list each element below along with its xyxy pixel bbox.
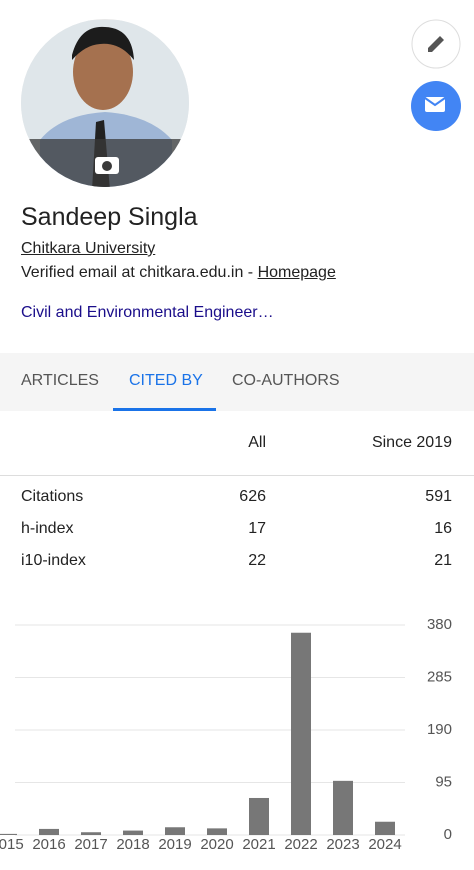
bar: [333, 780, 353, 835]
y-tick-label: 285: [427, 668, 452, 685]
divider: [0, 475, 474, 476]
row-label: Citations: [21, 488, 84, 505]
row-label: h-index: [21, 520, 74, 537]
edit-icon: [428, 36, 444, 52]
x-tick-label: 2017: [74, 836, 107, 853]
x-tick-label: 2018: [116, 836, 149, 853]
x-tick-label: 2015: [0, 836, 24, 853]
email-text: Verified email at chitkara.edu.in -: [21, 264, 258, 281]
bar: [375, 821, 395, 835]
column-header: All: [248, 434, 266, 451]
tab-active[interactable]: CITED BY: [129, 372, 203, 389]
profile-name: Sandeep Singla: [21, 203, 198, 231]
row-label: i10-index: [21, 552, 86, 569]
bar: [291, 632, 311, 835]
tab[interactable]: CO-AUTHORS: [232, 372, 340, 389]
homepage-link[interactable]: Homepage: [257, 264, 336, 281]
tab-bar: [0, 353, 474, 411]
y-tick-label: 190: [427, 721, 452, 738]
table-cell: 626: [239, 488, 266, 505]
table-cell: 591: [425, 488, 452, 505]
y-tick-label: 0: [444, 826, 452, 843]
bar: [0, 833, 17, 835]
y-tick-label: 380: [427, 616, 452, 633]
bar: [249, 797, 269, 835]
table-cell: 17: [248, 520, 266, 537]
x-tick-label: 2019: [158, 836, 191, 853]
affiliation[interactable]: Chitkara University: [21, 240, 156, 257]
y-tick-label: 95: [435, 773, 452, 790]
x-tick-label: 2021: [242, 836, 275, 853]
bar: [81, 832, 101, 835]
interests[interactable]: Civil and Environmental Engineer…: [21, 304, 274, 321]
table-cell: 21: [434, 552, 452, 569]
tab-indicator: [113, 408, 216, 411]
bar: [165, 827, 185, 835]
x-tick-label: 2020: [200, 836, 233, 853]
bar: [39, 828, 59, 835]
email-line: Verified email at chitkara.edu.in - Home…: [21, 264, 336, 282]
tab[interactable]: ARTICLES: [21, 372, 99, 389]
x-tick-label: 2024: [368, 836, 401, 853]
table-cell: 22: [248, 552, 266, 569]
header-graphics: [21, 19, 461, 187]
x-tick-label: 2023: [326, 836, 359, 853]
x-tick-label: 2016: [32, 836, 65, 853]
bar: [123, 830, 143, 835]
column-header: Since 2019: [371, 434, 452, 451]
x-tick-label: 2022: [284, 836, 317, 853]
table-cell: 16: [434, 520, 452, 537]
bar: [207, 828, 227, 835]
chart: 0 95 190 285 380 2015 2016 2017 2018 2019 2020 2021…: [0, 616, 452, 853]
